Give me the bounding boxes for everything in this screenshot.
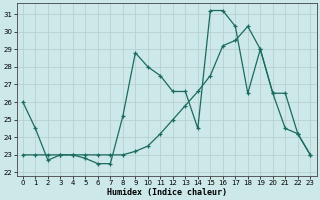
X-axis label: Humidex (Indice chaleur): Humidex (Indice chaleur) [107,188,227,197]
